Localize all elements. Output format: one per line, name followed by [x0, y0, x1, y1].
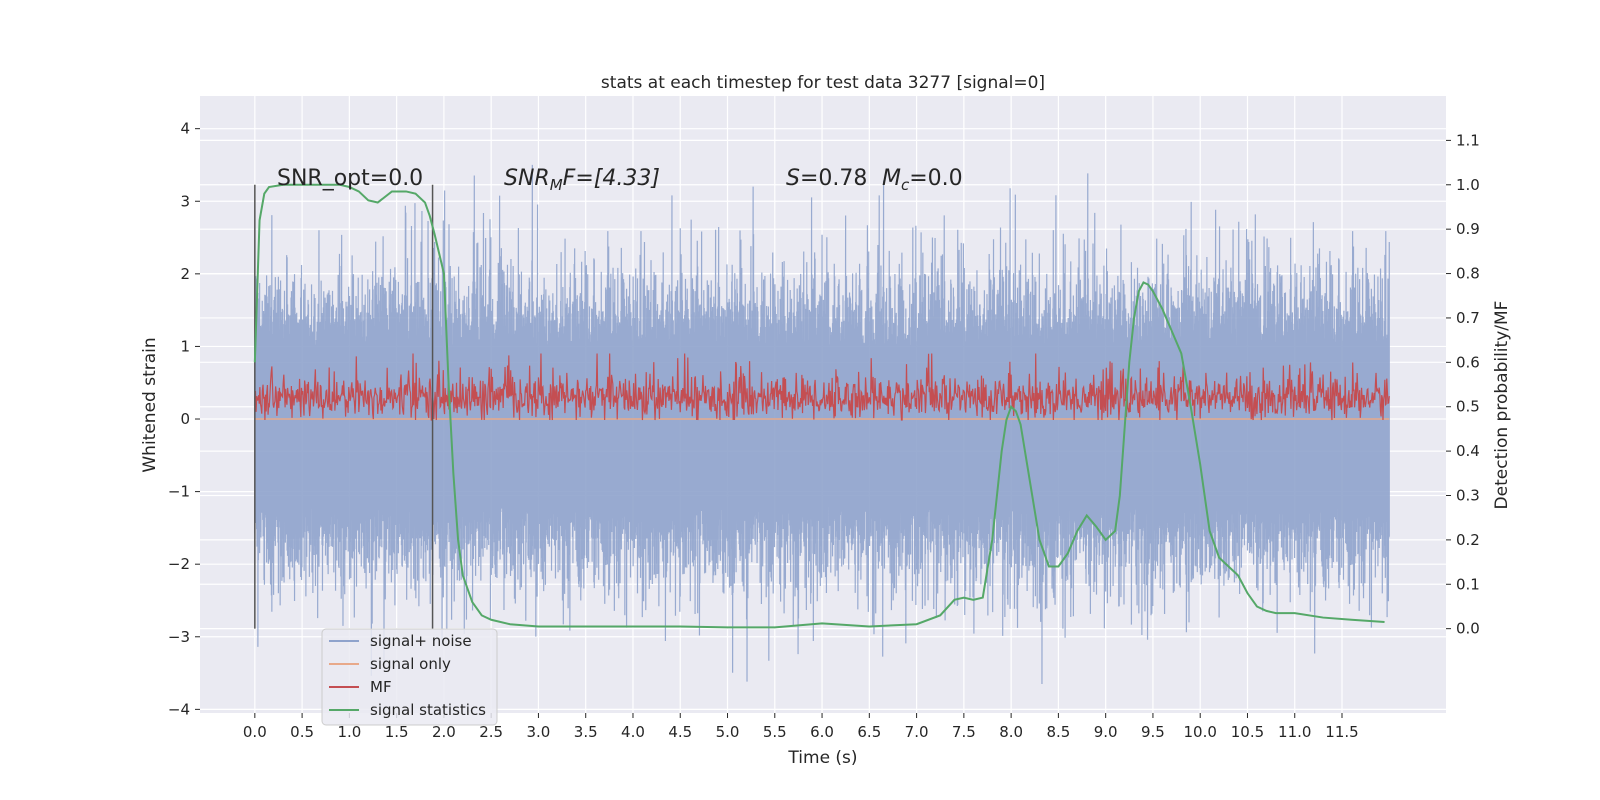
- x-tick-label: 10.0: [1184, 723, 1217, 741]
- snr-mf-prefix: SNR: [504, 166, 550, 191]
- legend-label-signal-noise: signal+ noise: [370, 632, 472, 650]
- mc-annotation: Mc=0.0: [882, 166, 963, 194]
- x-tick-label: 1.0: [337, 723, 361, 741]
- y2-tick-label: 0.7: [1456, 309, 1480, 327]
- y-tick-label: 1: [180, 337, 190, 355]
- snr-mf-suffix: F=[4.33]: [563, 166, 660, 191]
- y2-tick-label: 0.6: [1456, 353, 1480, 371]
- s-annotation: S=0.78: [786, 166, 867, 191]
- x-tick-label: 3.5: [574, 723, 598, 741]
- snr-opt-annotation: SNR_opt=0.0: [277, 166, 423, 191]
- x-tick-label: 10.5: [1231, 723, 1264, 741]
- y2-tick-label: 1.0: [1456, 176, 1480, 194]
- y-tick-label: 2: [180, 265, 190, 283]
- y2-tick-label: 0.3: [1456, 486, 1480, 504]
- y2-axis-label: Detection probability/MF: [1492, 301, 1512, 510]
- mf-series: [254, 353, 1390, 421]
- x-tick-label: 5.0: [716, 723, 740, 741]
- y2-axis-ticks: 0.0 0.1 0.2 0.3 0.4 0.5 0.6 0.7 0.8 0.9 1.0 1.1: [1446, 131, 1480, 638]
- x-tick-label: 2.0: [432, 723, 456, 741]
- mc-symbol: M: [882, 166, 901, 191]
- mc-value: =0.0: [909, 166, 962, 191]
- y-tick-label: 3: [180, 192, 190, 210]
- x-tick-label: 11.0: [1278, 723, 1311, 741]
- x-tick-label: 9.5: [1141, 723, 1165, 741]
- x-tick-label: 9.0: [1094, 723, 1118, 741]
- x-tick-label: 8.5: [1046, 723, 1070, 741]
- y2-tick-label: 0.2: [1456, 531, 1480, 549]
- x-tick-label: 6.0: [810, 723, 834, 741]
- s-symbol: S: [786, 166, 800, 191]
- x-tick-label: 1.5: [385, 723, 409, 741]
- x-tick-label: 5.5: [763, 723, 787, 741]
- x-tick-label: 4.5: [668, 723, 692, 741]
- y-axis-ticks: −4 −3 −2 −1 0 1 2 3 4: [168, 120, 200, 718]
- s-value: =0.78: [800, 166, 867, 191]
- x-tick-label: 4.0: [621, 723, 645, 741]
- x-tick-label: 7.5: [952, 723, 976, 741]
- y2-tick-label: 0.4: [1456, 442, 1480, 460]
- y2-tick-label: 0.9: [1456, 220, 1480, 238]
- y2-tick-label: 0.0: [1456, 620, 1480, 638]
- y-tick-label: −1: [168, 483, 190, 501]
- legend: signal+ noise signal only MF signal stat…: [321, 628, 498, 726]
- x-tick-label: 7.0: [905, 723, 929, 741]
- legend-label-mf: MF: [370, 678, 392, 696]
- x-tick-label: 0.5: [290, 723, 314, 741]
- y2-tick-label: 0.1: [1456, 575, 1480, 593]
- mc-subscript: c: [901, 176, 910, 194]
- y-tick-label: 0: [180, 410, 190, 428]
- y-tick-label: −4: [168, 700, 190, 718]
- x-tick-label: 11.5: [1325, 723, 1358, 741]
- x-tick-label: 8.0: [999, 723, 1023, 741]
- x-tick-label: 0.0: [243, 723, 267, 741]
- snr-mf-subscript: M: [550, 176, 563, 194]
- y-tick-label: −2: [168, 555, 190, 573]
- x-axis-ticks: 0.0 0.5 1.0 1.5 2.0 2.5 3.0 3.5 4.0 4.5 5.0 5.5 6.0 6…: [243, 713, 1359, 741]
- y-tick-label: 4: [180, 120, 190, 138]
- snr-mf-annotation: SNRMF=[4.33]: [504, 166, 660, 194]
- y-axis-label: Whitened strain: [140, 337, 160, 472]
- vertical-markers: [254, 184, 434, 629]
- signal-statistics-series: [253, 183, 1385, 629]
- y-tick-label: −3: [168, 628, 190, 646]
- x-axis-label: Time (s): [787, 748, 857, 768]
- legend-label-signal-statistics: signal statistics: [370, 701, 486, 719]
- x-tick-label: 2.5: [479, 723, 503, 741]
- y2-tick-label: 0.8: [1456, 265, 1480, 283]
- legend-box: [321, 628, 498, 726]
- legend-label-signal-only: signal only: [370, 655, 451, 673]
- x-tick-label: 6.5: [857, 723, 881, 741]
- x-tick-label: 3.0: [527, 723, 551, 741]
- y2-tick-label: 0.5: [1456, 398, 1480, 416]
- plot-title: stats at each timestep for test data 327…: [601, 73, 1045, 93]
- y2-tick-label: 1.1: [1456, 131, 1480, 149]
